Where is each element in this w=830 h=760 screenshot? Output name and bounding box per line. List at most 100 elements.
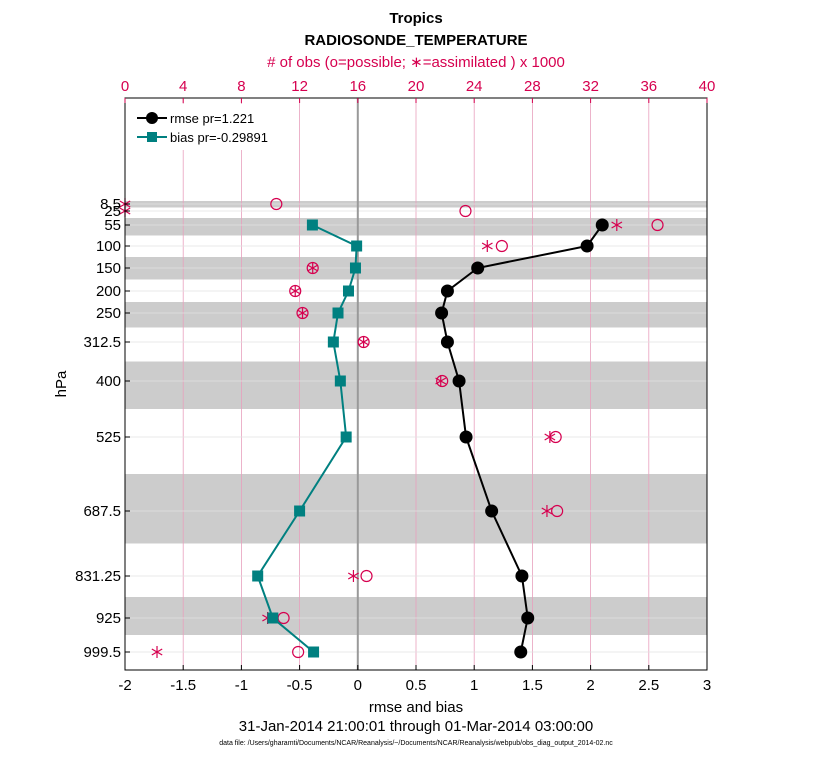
obs-possible-marker [436,374,449,388]
y-tick-label: 400 [96,373,121,390]
rmse-point [595,218,609,232]
asterisk-stroke [289,287,301,295]
y-tick-label: 250 [96,305,121,322]
bias-point [294,505,306,517]
x-tick-label: 3 [703,677,711,694]
obs-assimilated-marker [347,570,359,582]
asterisk-stroke [358,338,370,346]
legend-rmse-label: rmse pr=1.221 [170,111,254,126]
top-tick-label: 20 [408,78,425,95]
rmse-point [471,261,485,275]
bias-point [334,375,346,387]
x-tick-label: 2 [586,677,594,694]
y-tick-label: 687.5 [83,503,121,520]
asterisk-stroke [611,221,623,229]
y-tick-label: 831.25 [75,568,121,585]
rmse-point [521,611,535,625]
x-tick-label: 0 [354,677,362,694]
rmse-point [435,306,449,320]
top-tick-label: 36 [640,78,657,95]
asterisk-stroke [347,572,359,580]
legend-rmse-marker [146,112,158,124]
x-tick-label: -1.5 [170,677,196,694]
x-axis-label: rmse and bias [369,699,463,716]
y-tick-label: 8.5 [100,196,121,213]
series-lines [252,218,609,659]
top-tick-label: 0 [121,78,129,95]
x-tick-label: 0.5 [406,677,427,694]
obs-possible-marker [495,239,508,253]
obs-possible-marker [292,645,305,659]
obs-assimilated-marker [289,285,301,297]
x-tick-label: 1.5 [522,677,543,694]
y-tick-label: 100 [96,238,121,255]
bias-point [252,570,264,582]
rmse-point [515,569,529,583]
top-tick-label: 24 [466,78,483,95]
bias-point [332,307,344,319]
top-tick-label: 8 [237,78,245,95]
x-tick-label: -2 [118,677,131,694]
top-tick-label: 40 [699,78,716,95]
top-tick-label: 16 [349,78,366,95]
obs-assimilated-marker [151,646,163,658]
bias-point [327,336,339,348]
y-tick-label: 55 [104,217,121,234]
y-tick-label: 200 [96,283,121,300]
bias-point [342,285,354,297]
y-axis-label: hPa [53,370,70,397]
x-axis-ticks: -2 -1.5 -1 -0.5 0 0.5 1 1.5 2 2.5 3 [118,665,711,694]
top-axis-ticks: 0 4 8 12 16 20 24 28 32 36 40 [121,78,716,103]
y-tick-label: 150 [96,260,121,277]
y-tick-label: 925 [96,610,121,627]
obs-possible-marker [360,569,373,583]
obs-possible-marker [459,204,472,218]
obs-possible-marker [551,504,564,518]
chart-subtitle: RADIOSONDE_TEMPERATURE [304,32,527,49]
legend-box [131,104,281,150]
rmse-point [485,504,499,518]
rmse-point [459,430,473,444]
obs-assimilated-marker [307,262,319,274]
asterisk-stroke [307,264,319,272]
bias-point [308,646,320,658]
rmse-point [440,284,454,298]
y-tick-label: 525 [96,429,121,446]
rmse-line [440,224,604,653]
top-axis-label: # of obs (o=possible; ∗=assimilated ) x … [267,54,565,71]
top-tick-label: 28 [524,78,541,95]
rmse-point [514,645,528,659]
obs-assimilated-marker [358,336,370,348]
date-range: 31-Jan-2014 21:00:01 through 01-Mar-2014… [239,718,593,735]
legend-bias-marker [147,132,157,142]
obs-assimilated-marker [541,505,553,517]
x-tick-label: 1 [470,677,478,694]
rmse-point [580,239,594,253]
top-tick-label: 4 [179,78,187,95]
obs-possible-marker [270,197,283,211]
legend-bias-label: bias pr=-0.29891 [170,130,268,145]
bias-point [340,431,352,443]
x-tick-label: 2.5 [638,677,659,694]
x-tick-label: -0.5 [287,677,313,694]
asterisk-stroke [544,433,556,441]
top-tick-label: 32 [582,78,599,95]
obs-possible-marker [651,218,664,232]
obs-assimilated-marker [297,307,309,319]
asterisk-stroke [541,507,553,515]
asterisk-stroke [435,377,447,385]
rmse-point [452,374,466,388]
y-tick-label: 999.5 [83,644,121,661]
grid-lines [124,98,708,670]
rmse-point [440,335,454,349]
obs-assimilated-marker [481,240,493,252]
bias-point [267,612,279,624]
bias-point [306,219,318,231]
asterisk-stroke [151,648,163,656]
obs-assimilated-marker [611,219,623,231]
asterisk-stroke [481,242,493,250]
obs-assimilated-marker [544,431,556,443]
bias-point [349,262,361,274]
